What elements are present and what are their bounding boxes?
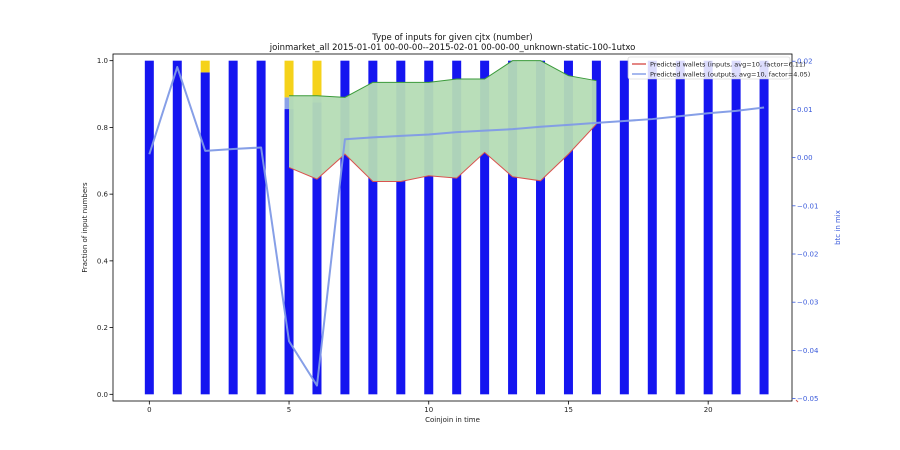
y-right-tick-label-0.01: 0.01 bbox=[797, 106, 813, 114]
bar-blue-16 bbox=[591, 60, 601, 395]
bar-blue-11 bbox=[452, 60, 462, 395]
bar-blue-1 bbox=[172, 60, 182, 395]
btc-in-mix-line bbox=[148, 66, 765, 387]
band-layer bbox=[288, 60, 597, 182]
bar-blue-6 bbox=[312, 102, 322, 395]
bar-yellow-2 bbox=[200, 60, 210, 73]
band-upper-line bbox=[289, 60, 597, 98]
plot-frame bbox=[112, 53, 793, 402]
chart-subtitle: joinmarket_all 2015-01-01 00-00-00--2015… bbox=[269, 43, 636, 53]
y-tick-label-0.6: 0.6 bbox=[97, 191, 109, 199]
bar-blue-8 bbox=[368, 60, 378, 395]
bar-blue-7 bbox=[340, 60, 350, 395]
x-tick-label-10: 10 bbox=[424, 406, 433, 414]
bar-blue-10 bbox=[424, 60, 434, 395]
x-tick-label-5: 5 bbox=[287, 406, 291, 414]
wallet-range-band bbox=[289, 60, 597, 182]
y-right-tick-label-0.02: 0.02 bbox=[797, 58, 813, 66]
legend-box bbox=[627, 56, 791, 80]
y-right-tick-label-−0.03: −0.03 bbox=[797, 299, 818, 307]
line-layer bbox=[148, 66, 799, 403]
bars-layer bbox=[144, 60, 769, 395]
bar-blue-12 bbox=[480, 60, 490, 395]
bar-blue-18 bbox=[647, 60, 657, 395]
bar-blue-4 bbox=[256, 60, 266, 395]
y-tick-label-0.2: 0.2 bbox=[97, 324, 108, 332]
band-lower-line bbox=[288, 123, 597, 182]
bar-blue-13 bbox=[508, 60, 518, 395]
y-tick-label-0.8: 0.8 bbox=[97, 124, 108, 132]
y-right-tick-label-−0.02: −0.02 bbox=[797, 251, 818, 259]
bar-blue-21 bbox=[731, 60, 741, 395]
x-axis-label: Coinjoin in time bbox=[425, 416, 480, 424]
y-right-tick-label-0.00: 0.00 bbox=[797, 154, 813, 162]
chart-title: Type of inputs for given cjtx (number) bbox=[371, 33, 533, 43]
bar-blue-2 bbox=[200, 72, 210, 395]
bar-blue-5 bbox=[284, 109, 294, 395]
y-right-tick-label-−0.04: −0.04 bbox=[797, 347, 819, 355]
bar-blue-14 bbox=[536, 60, 546, 395]
x-tick-label-0: 0 bbox=[147, 406, 151, 414]
legend-entry-outputs: Predicted wallets (outputs, avg=10, fact… bbox=[650, 70, 810, 78]
y-axis-right-label: btc in mix bbox=[834, 210, 842, 245]
y-axis-label: Fraction of input numbers bbox=[81, 182, 89, 273]
x-tick-label-20: 20 bbox=[704, 406, 713, 414]
bar-blue-3 bbox=[228, 60, 238, 395]
bar-blue-20 bbox=[703, 60, 713, 395]
y-tick-label-1.0: 1.0 bbox=[97, 57, 108, 65]
legend: Predicted wallets (inputs, avg=10, facto… bbox=[627, 56, 810, 80]
corner-marker bbox=[795, 399, 799, 403]
legend-entry-inputs: Predicted wallets (inputs, avg=10, facto… bbox=[650, 60, 806, 68]
y-tick-label-0.4: 0.4 bbox=[97, 257, 109, 265]
bar-blue-9 bbox=[396, 60, 406, 395]
bar-blue-22 bbox=[759, 60, 769, 395]
bar-blue-15 bbox=[563, 60, 573, 395]
bar-blue-0 bbox=[144, 60, 154, 395]
y-right-tick-label-−0.05: −0.05 bbox=[797, 395, 818, 403]
bar-blue-17 bbox=[619, 60, 629, 395]
bar-yellow-5 bbox=[284, 60, 294, 98]
ticks-layer: 0 5 10 15 20 0.0 0.2 0.4 0.6 0.8 1.0 0.02 0.01 0.00 −0… bbox=[97, 57, 819, 414]
bar-blue-19 bbox=[675, 60, 685, 395]
y-tick-label-0.0: 0.0 bbox=[97, 391, 108, 399]
bar-yellow-6 bbox=[312, 60, 322, 98]
y-right-tick-label-−0.01: −0.01 bbox=[797, 202, 818, 210]
x-tick-label-15: 15 bbox=[564, 406, 573, 414]
